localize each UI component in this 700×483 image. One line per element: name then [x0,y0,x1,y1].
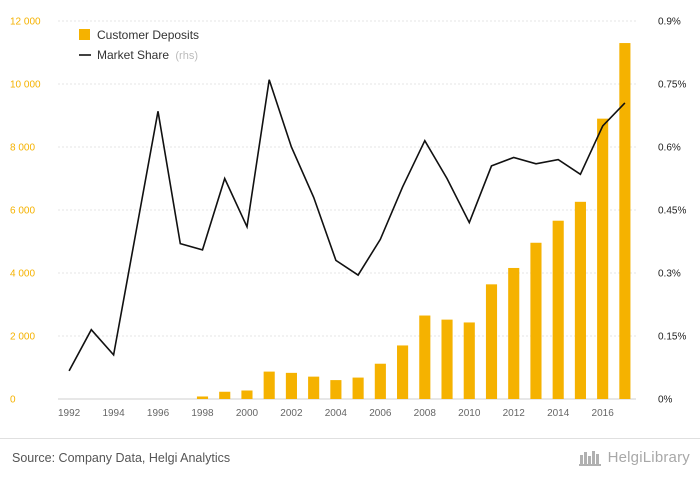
y-right-tick-label: 0.15% [658,332,686,343]
x-tick-label: 1998 [191,408,214,419]
y-right-tick-label: 0.6% [658,143,681,154]
deposit-bar [196,396,209,399]
market-share-line [68,79,626,372]
footer-divider [0,438,700,439]
axis-labels: 0 2 000 4 000 6 000 8 000 10 000 12 000 0% 0.15%… [10,17,686,420]
x-tick-label: 2016 [592,408,615,419]
y-left-tick-label: 4 000 [10,269,35,280]
deposit-bar [530,242,542,399]
svg-text:Market Share (rhs): Market Share (rhs) [97,48,198,62]
deposit-bar [374,363,386,399]
deposit-bar [263,371,275,399]
x-tick-label: 2006 [369,408,392,419]
deposit-bar [441,319,453,399]
deposit-bar [485,284,498,399]
y-right-tick-label: 0% [658,395,673,406]
x-tick-label: 2000 [236,408,259,419]
x-tick-label: 1996 [147,408,170,419]
deposit-bar [397,345,409,399]
x-tick-label: 2012 [503,408,526,419]
y-right-tick-label: 0.3% [658,269,681,280]
x-tick-label: 1992 [58,408,81,419]
x-tick-label: 2014 [547,408,570,419]
y-left-tick-label: 2 000 [10,332,35,343]
library-icon [578,451,601,466]
legend-swatch-deposits [79,29,90,40]
legend-label-rhs: (rhs) [175,50,198,62]
deposit-bar [619,43,631,400]
x-tick-label: 1994 [102,408,125,419]
x-tick-label: 2008 [414,408,437,419]
x-tick-label: 2002 [280,408,303,419]
y-left-tick-label: 8 000 [10,143,35,154]
deposit-bar [597,118,609,400]
deposit-bar [241,390,253,399]
deposit-bar [419,315,431,399]
legend-label-deposits: Customer Deposits [97,28,199,42]
y-left-tick-label: 12 000 [10,17,41,28]
y-right-tick-label: 0.45% [658,206,686,217]
legend: Customer Deposits Market Share (rhs) [79,28,199,62]
gridlines [58,20,636,400]
y-left-tick-label: 6 000 [10,206,35,217]
y-left-tick-label: 10 000 [10,80,41,91]
deposit-bar [352,377,364,399]
deposit-bar [463,322,475,399]
deposit-bars [196,43,631,400]
deposit-bar [285,372,297,399]
y-right-tick-label: 0.75% [658,80,686,91]
deposit-bar [552,220,564,399]
deposit-bar [330,380,342,399]
y-right-tick-label: 0.9% [658,17,681,28]
y-left-tick-label: 0 [10,395,16,406]
helgi-library-logo[interactable]: HelgiLibrary [578,448,690,466]
logo-text: HelgiLibrary [607,448,690,466]
deposit-bar [508,267,520,399]
market-share-line-layer [68,79,626,372]
legend-label-market-share: Market Share [97,48,169,62]
source-note: Source: Company Data, Helgi Analytics [12,451,231,465]
x-tick-label: 2010 [458,408,481,419]
deposit-bar [219,391,231,399]
x-tick-label: 2004 [325,408,348,419]
deposit-bar [574,201,586,399]
deposit-bar [308,376,320,399]
